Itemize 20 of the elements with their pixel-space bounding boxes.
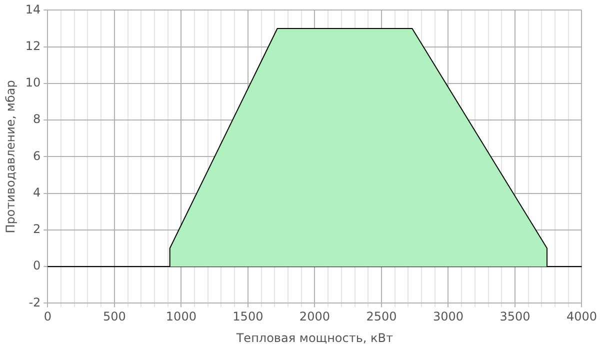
y-tick-label: 0 (33, 258, 41, 273)
y-tick-label: 4 (33, 185, 41, 200)
y-tick-label: 10 (25, 76, 41, 90)
y-tick-label: 8 (33, 112, 41, 126)
y-tick-label: 12 (25, 38, 41, 53)
x-tick-label: 4000 (566, 310, 598, 324)
y-tick-label: 2 (33, 222, 41, 236)
x-tick-label: 1000 (166, 310, 196, 324)
y-axis-title: Противодавление, мбар (3, 80, 18, 234)
y-tick-label: 14 (25, 2, 41, 16)
x-tick-label: 1500 (232, 310, 264, 324)
x-tick-label: 2000 (299, 310, 330, 324)
x-axis-title: Тепловая мощность, кВт (235, 330, 394, 345)
x-tick-label: 3500 (500, 310, 530, 324)
x-tick-label: 3000 (432, 310, 464, 324)
y-tick-label: -2 (28, 295, 41, 310)
x-tick-label: 500 (102, 310, 126, 324)
x-tick-label: 2500 (366, 310, 397, 324)
x-tick-label: 0 (44, 310, 52, 324)
y-tick-label: 6 (33, 148, 41, 163)
